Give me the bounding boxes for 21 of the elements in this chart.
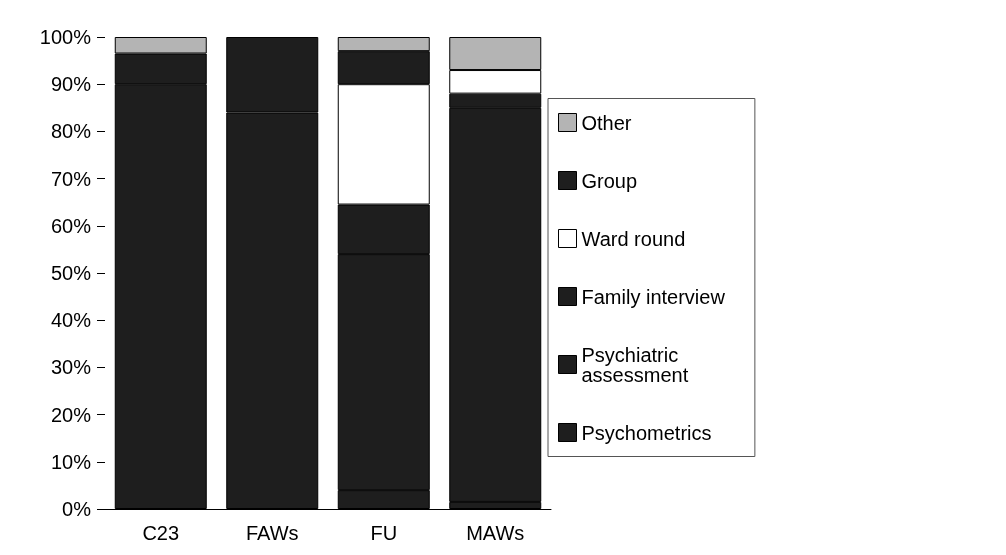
x-tick-label: FU [370, 522, 398, 544]
y-tick-label: 30% [50, 356, 92, 379]
y-tick-label: 20% [50, 403, 92, 426]
y-tick-label: 90% [50, 73, 92, 96]
y-tick-label: 100% [39, 26, 92, 48]
y-tick-label: 50% [50, 262, 92, 284]
y-tick-label: 10% [50, 450, 92, 473]
legend-label: Group [581, 169, 638, 192]
legend-label: Psychiatric assessment [581, 343, 689, 386]
x-tick-label: C23 [142, 522, 180, 544]
legend-label: Other [581, 111, 632, 134]
y-tick-label: 0% [62, 498, 92, 520]
y-tick-label: 40% [50, 309, 92, 332]
y-tick-label: 60% [50, 214, 92, 237]
y-tick-label: 70% [50, 167, 92, 190]
legend-label: Psychometrics [581, 421, 712, 444]
legend-label: Family interview [581, 285, 726, 308]
x-tick-label: MAWs [466, 522, 525, 544]
y-tick-label: 80% [50, 120, 92, 143]
x-tick-label: FAWs [245, 522, 299, 544]
legend-label: Ward round [581, 227, 686, 250]
